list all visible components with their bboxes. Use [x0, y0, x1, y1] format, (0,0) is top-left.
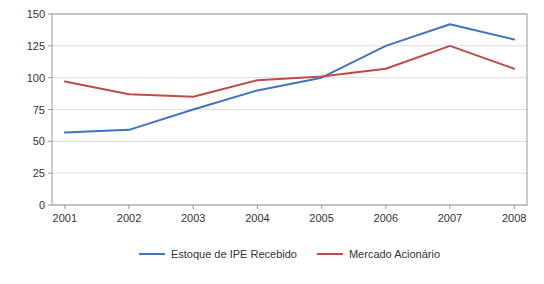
x-tick [64, 205, 65, 209]
x-tick-label: 2001 [53, 212, 77, 224]
y-tick-label: 125 [27, 40, 45, 52]
chart-container: 0 25 50 75 100 125 150 2001 2002 2003 2004 2005 2006… [0, 0, 544, 284]
legend-label: Estoque de IPE Recebido [171, 248, 297, 260]
x-tick-label: 2005 [309, 212, 333, 224]
plot-frame [52, 14, 527, 205]
x-tick-label: 2008 [502, 212, 526, 224]
y-tick-label: 100 [27, 72, 45, 84]
x-tick [321, 205, 322, 209]
x-axis: 2001 2002 2003 2004 2005 2006 2007 2008 [53, 205, 527, 224]
series-line [65, 46, 514, 97]
y-tick-label: 50 [33, 135, 45, 147]
x-tick-label: 2002 [117, 212, 141, 224]
y-tick-label: 0 [39, 199, 45, 211]
x-tick [514, 205, 515, 209]
x-tick [129, 205, 130, 209]
y-tick-label: 25 [33, 167, 45, 179]
y-tick [48, 45, 52, 46]
y-tick [48, 77, 52, 78]
x-tick [449, 205, 450, 209]
chart: 0 25 50 75 100 125 150 2001 2002 2003 2004 2005 2006… [0, 0, 544, 284]
y-axis: 0 25 50 75 100 125 150 [27, 8, 52, 211]
legend-item: Estoque de IPE Recebido [139, 248, 297, 260]
x-tick [193, 205, 194, 209]
x-tick-label: 2003 [181, 212, 205, 224]
grid [52, 14, 527, 205]
legend-swatch [317, 253, 343, 255]
x-tick-label: 2004 [245, 212, 269, 224]
x-tick [385, 205, 386, 209]
grid-line [52, 141, 527, 142]
y-tick [48, 14, 52, 15]
y-tick-label: 150 [27, 8, 45, 20]
grid-line [52, 173, 527, 174]
y-tick [48, 173, 52, 174]
legend: Estoque de IPE Recebido Mercado Acionário [139, 248, 440, 260]
y-tick [48, 141, 52, 142]
grid-line [52, 45, 527, 46]
y-tick [48, 205, 52, 206]
x-tick [257, 205, 258, 209]
y-tick-label: 75 [33, 104, 45, 116]
x-tick-label: 2007 [438, 212, 462, 224]
legend-swatch [139, 253, 165, 255]
legend-label: Mercado Acionário [349, 248, 440, 260]
series-group [65, 24, 514, 132]
grid-line [52, 109, 527, 110]
x-tick-label: 2006 [374, 212, 398, 224]
series-line [65, 24, 514, 132]
legend-item: Mercado Acionário [317, 248, 440, 260]
y-tick [48, 109, 52, 110]
